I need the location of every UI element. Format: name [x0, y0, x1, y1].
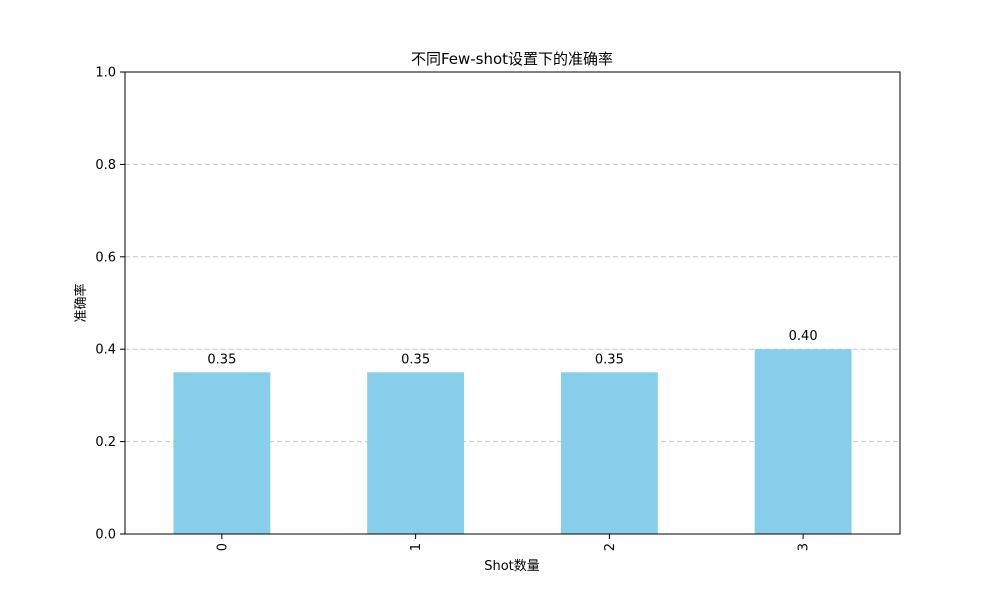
x-tick-label: 2	[603, 543, 618, 551]
plot-frame	[124, 71, 901, 535]
y-tick-label: 0.8	[95, 158, 116, 173]
bar-0	[173, 372, 271, 534]
chart-title: 不同Few-shot设置下的准确率	[411, 50, 613, 68]
y-axis-ticks: 0.0 0.2 0.4 0.6 0.8 1.0	[95, 66, 125, 543]
y-tick-label: 0.2	[95, 435, 116, 450]
data-labels: 0.35 0.35 0.35 0.40	[207, 329, 817, 367]
x-axis-title: Shot数量	[484, 559, 540, 574]
bar-2	[560, 372, 658, 534]
x-tick-label: 3	[797, 543, 812, 551]
data-label-1: 0.35	[401, 352, 430, 367]
y-tick-label: 0.0	[95, 528, 116, 543]
x-tick-label: 1	[409, 543, 424, 551]
bar-1	[367, 372, 465, 534]
x-axis-ticks: 0 1 2 3	[215, 534, 812, 551]
data-label-0: 0.35	[207, 352, 236, 367]
y-axis-title: 准确率	[73, 283, 89, 322]
data-label-3: 0.40	[789, 329, 818, 344]
y-tick-label: 0.6	[95, 250, 116, 265]
bars	[173, 349, 852, 534]
data-label-2: 0.35	[595, 352, 624, 367]
x-tick-label: 0	[215, 543, 230, 551]
y-tick-label: 1.0	[95, 66, 116, 81]
bar-3	[754, 349, 852, 534]
y-tick-label: 0.4	[95, 343, 116, 358]
